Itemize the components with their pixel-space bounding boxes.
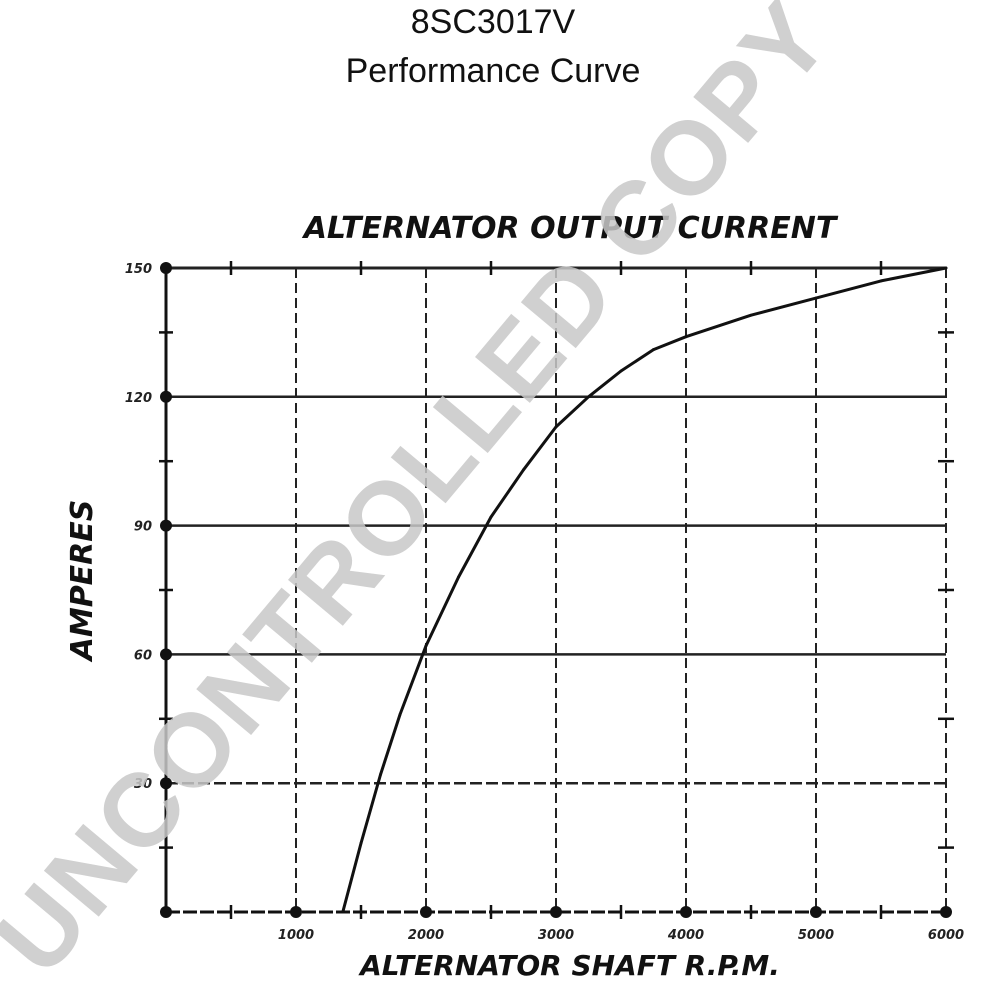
x-tick-label: 5000 (798, 928, 834, 943)
y-tick-dot (160, 777, 172, 790)
x-tick-dot (810, 906, 822, 918)
series-point (879, 279, 883, 283)
y-tick-dot (160, 390, 172, 403)
x-tick-label: 1000 (278, 928, 314, 943)
y-tick-label: 150 (125, 262, 152, 277)
x-tick-dot (550, 906, 562, 918)
x-tick-label: 4000 (667, 928, 704, 943)
page-subtitle: Performance Curve (346, 52, 641, 90)
series-point (944, 266, 948, 270)
x-tick-dot (420, 906, 432, 918)
x-tick-dot (680, 906, 692, 918)
series-point (379, 773, 382, 777)
series-point (359, 841, 363, 845)
origin-dot (160, 906, 172, 918)
series-point (684, 335, 688, 339)
series-point (489, 515, 493, 519)
y-tick-label: 90 (134, 520, 152, 535)
series-point (398, 713, 402, 716)
x-tick-dot (290, 906, 302, 918)
series-point (587, 395, 590, 399)
series-layer (341, 266, 948, 914)
chart-title: ALTERNATOR OUTPUT CURRENT (302, 211, 839, 246)
x-tick-dot (940, 906, 952, 918)
series-point (522, 468, 525, 472)
series-point (749, 313, 753, 317)
series-point (554, 425, 558, 429)
series-point (341, 910, 345, 914)
x-tick-label: 3000 (538, 928, 574, 943)
y-tick-dot (160, 262, 172, 274)
y-tick-label: 60 (134, 648, 152, 663)
series-point (619, 369, 623, 373)
axis-ticks: 1000 2000 3000 4000 5000 6000 30 60 90 120 150 (125, 261, 964, 943)
series-point (814, 296, 818, 300)
series-point (457, 575, 460, 579)
y-tick-label: 30 (134, 777, 152, 792)
series-point (652, 348, 655, 351)
page-title: 8SC3017V (411, 3, 576, 41)
series-line-output-current (341, 266, 948, 914)
series-point (424, 644, 428, 648)
y-tick-label: 120 (125, 391, 152, 406)
y-tick-dot (160, 648, 172, 661)
x-tick-label: 2000 (408, 928, 444, 943)
x-axis-label: ALTERNATOR SHAFT R.P.M. (358, 949, 780, 982)
y-tick-dot (160, 519, 172, 532)
x-tick-label: 6000 (928, 928, 964, 943)
y-axis-label: AMPERES (65, 500, 100, 663)
